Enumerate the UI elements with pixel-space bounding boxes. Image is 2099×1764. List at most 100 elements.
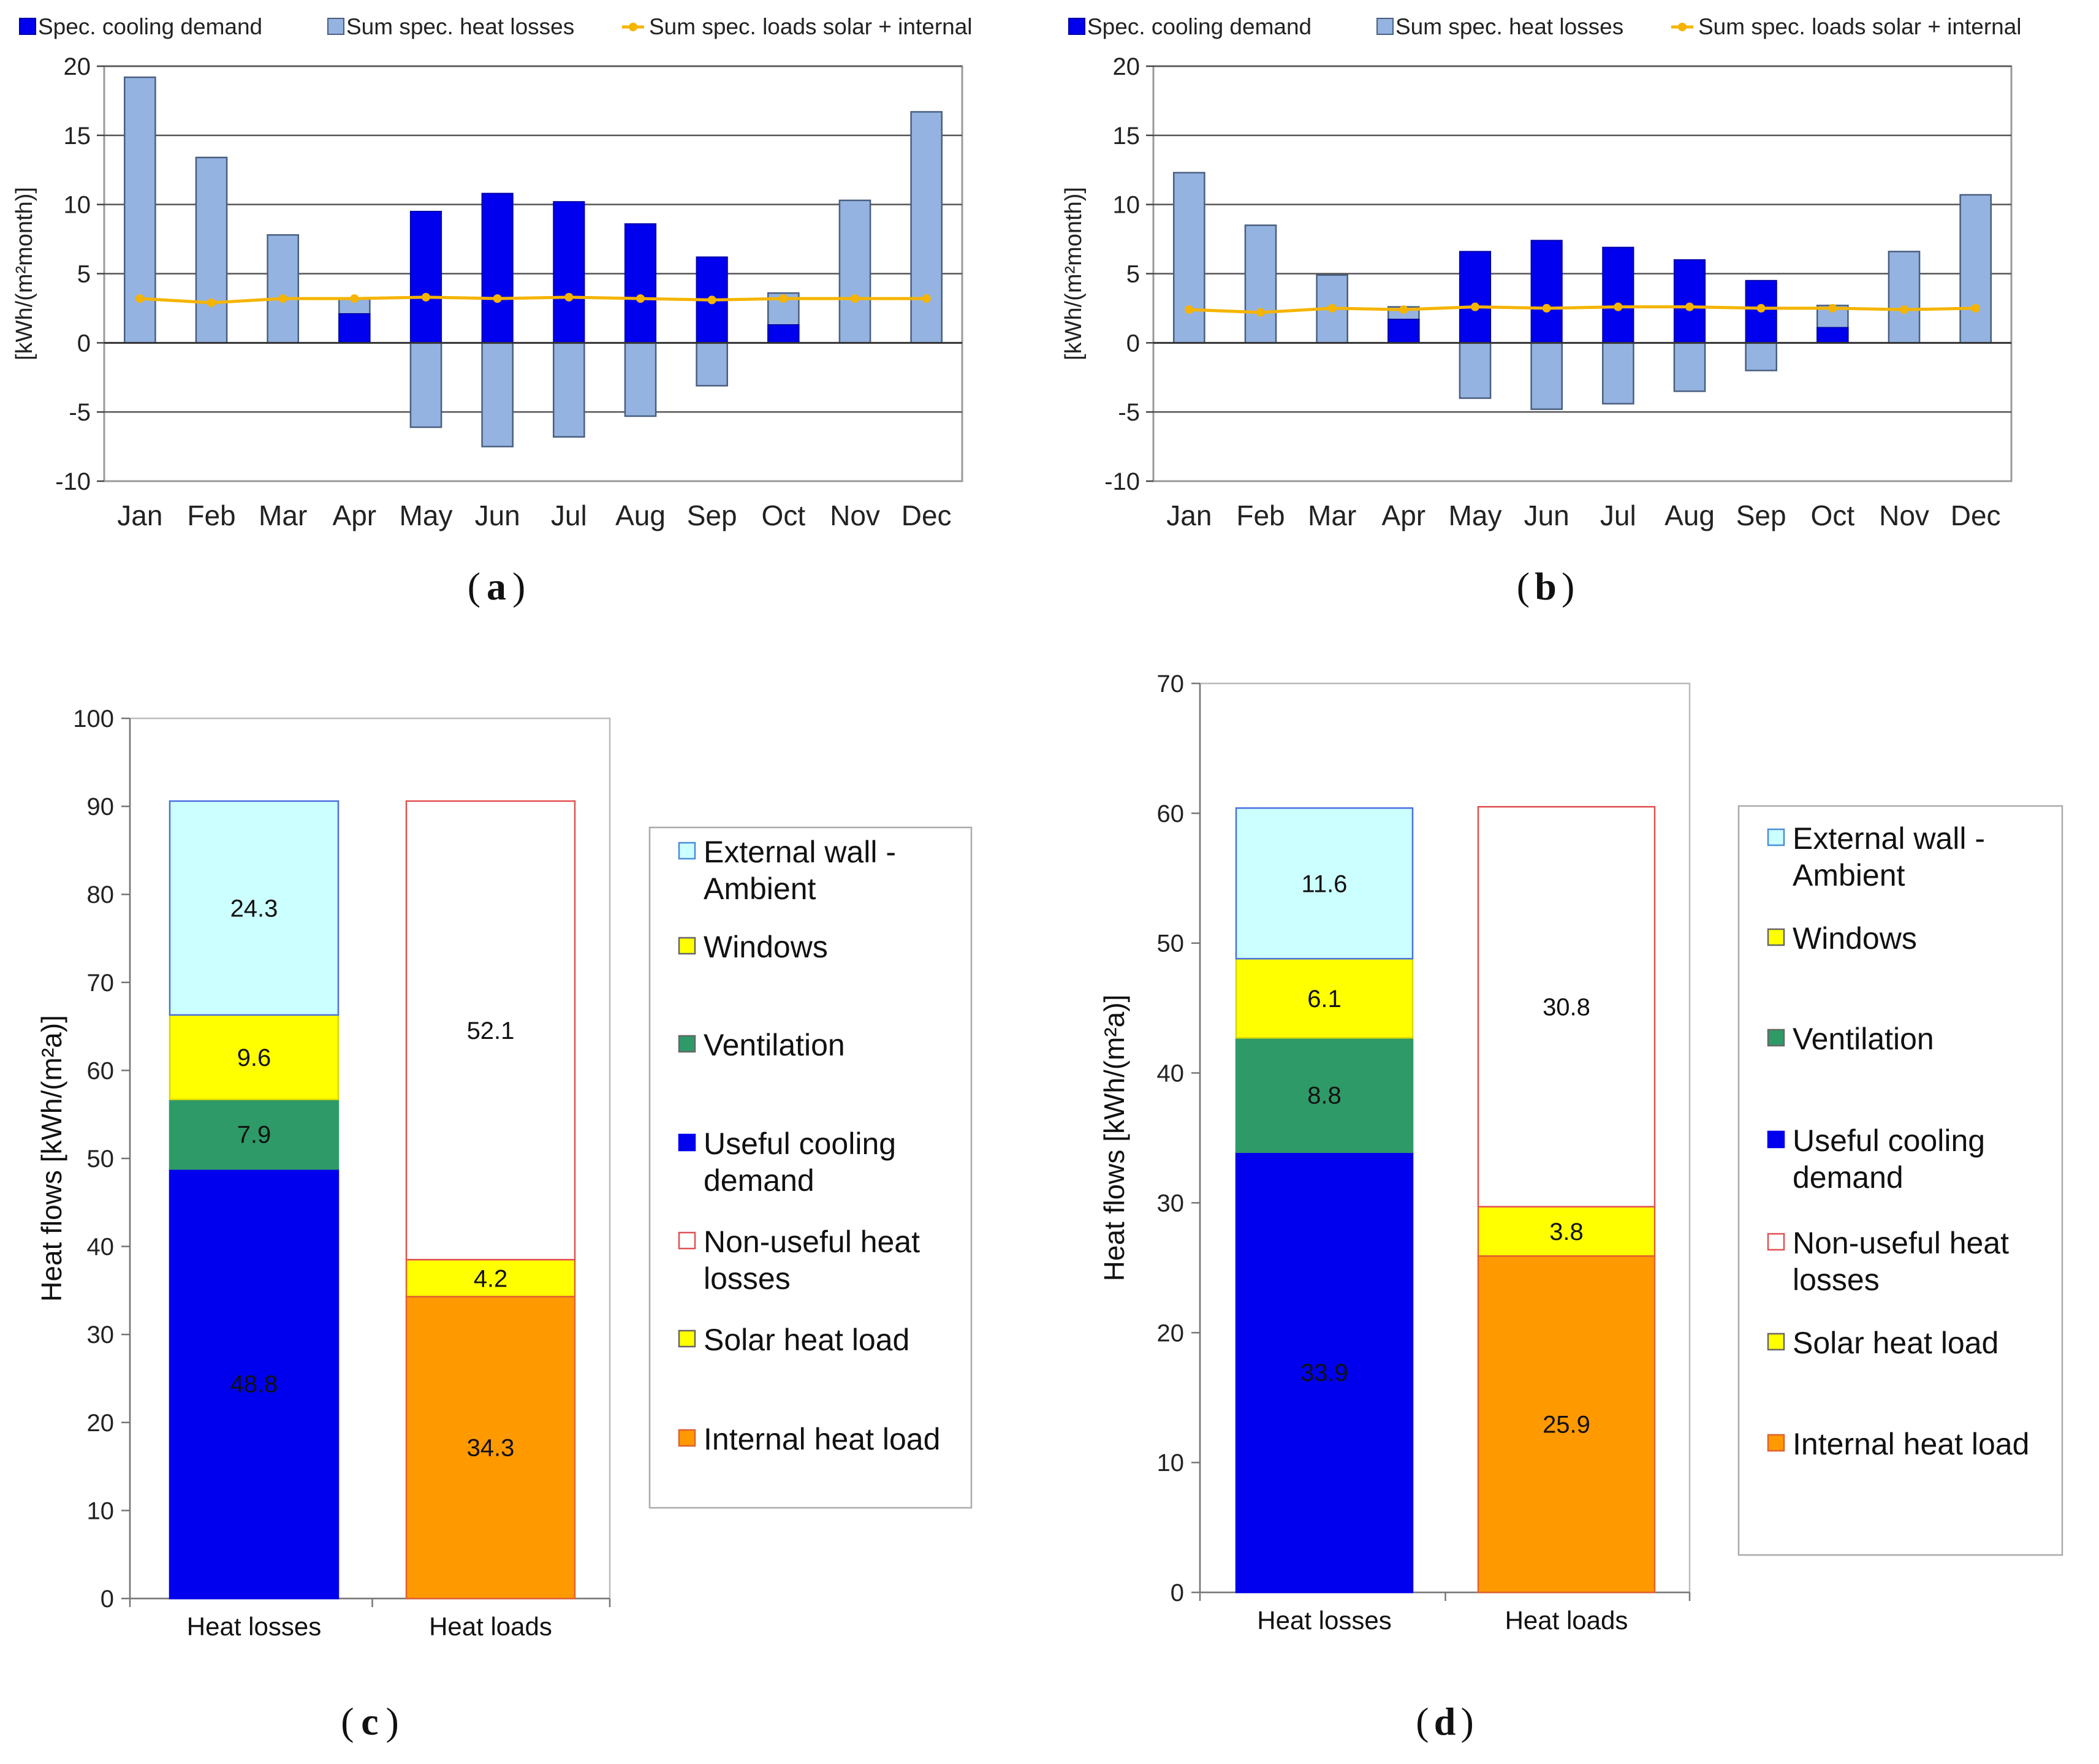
legend-label: Internal heat load [1793, 1427, 2029, 1461]
legend-swatch [1767, 828, 1785, 846]
x-tick-label: Jul [551, 500, 587, 531]
y-tick-label: -10 [1104, 468, 1140, 495]
loads-point [350, 294, 359, 303]
heat-losses-bar [1888, 251, 1921, 344]
legend-label: Windows [1793, 921, 1917, 956]
loads-point [422, 292, 430, 302]
legend-swatch [678, 937, 696, 955]
legend-label: Non-useful heat [1793, 1226, 2009, 1260]
heat-losses-bar [1244, 224, 1277, 344]
x-tick-label: Jan [1166, 500, 1212, 531]
stack-segment [169, 1098, 340, 1170]
stack-segment [1477, 1206, 1656, 1257]
cooling-demand-bar [767, 324, 800, 344]
y-tick-label: 60 [87, 1057, 115, 1084]
legend-marker [1678, 23, 1687, 31]
segment-label: 25.9 [1543, 1412, 1590, 1439]
y-tick-label: 0 [1126, 330, 1140, 357]
y-tick-label: 80 [87, 881, 115, 908]
caption-letter: b [1535, 565, 1557, 608]
legend-label: Sum spec. heat losses [1395, 14, 1623, 39]
heat-losses-bar [1673, 342, 1706, 392]
y-tick-label: 60 [1157, 800, 1185, 827]
legend-label: Internal heat load [704, 1422, 940, 1456]
y-tick-label: -5 [69, 399, 91, 426]
loads-point [707, 295, 716, 305]
loads-point [1900, 305, 1908, 314]
legend-label: Non-useful heat [704, 1225, 920, 1259]
x-tick-label: Sep [1736, 500, 1786, 531]
segment-label: 52.1 [467, 1017, 515, 1044]
y-tick-label: 10 [1157, 1450, 1185, 1477]
y-tick-label: 20 [1113, 53, 1141, 80]
x-tick-label: Heat loads [429, 1612, 552, 1641]
cooling-demand-bar [1530, 240, 1563, 344]
loads-point [1542, 303, 1551, 313]
caption-close-paren: ) [512, 565, 525, 608]
legend-label: Solar heat load [704, 1323, 909, 1357]
caption-letter: c [361, 1700, 378, 1743]
caption-letter: d [1434, 1700, 1456, 1743]
legend-label: Ventilation [704, 1028, 845, 1062]
legend-label: Spec. cooling demand [1087, 14, 1311, 39]
legend-swatch [1767, 1233, 1785, 1251]
y-tick-label: 0 [77, 330, 91, 357]
stack-segment [1235, 1151, 1414, 1594]
stack-segment [405, 800, 576, 1261]
legend-label: Sum spec. heat losses [346, 14, 574, 39]
cooling-demand-bar [1387, 318, 1420, 344]
loads-point [1471, 302, 1479, 311]
y-tick-label: 20 [87, 1410, 115, 1437]
x-tick-label: May [400, 500, 453, 531]
legend-label: Ambient [704, 872, 816, 906]
legend-label: Windows [704, 930, 828, 964]
x-tick-label: Mar [1308, 500, 1356, 531]
legend-label: Sum spec. loads solar + internal [1698, 14, 2022, 39]
x-tick-label: Oct [762, 500, 806, 531]
x-tick-label: Apr [1382, 500, 1426, 531]
y-tick-label: 5 [1126, 261, 1140, 288]
loads-point [636, 294, 645, 303]
y-tick-label: 10 [1113, 192, 1141, 219]
cooling-demand-bar [553, 201, 585, 344]
heat-losses-bar [1745, 342, 1778, 371]
caption-open-paren: ( [341, 1700, 354, 1743]
legend-label: External wall - [1793, 821, 1985, 856]
x-tick-label: Jul [1600, 500, 1636, 531]
heat-losses-bar [267, 234, 300, 344]
heat-losses-bar [195, 156, 228, 344]
segment-label: 6.1 [1307, 986, 1342, 1013]
legend-label: Spec. cooling demand [38, 14, 262, 39]
chart-c: 0 10 20 30 40 50 60 70 80 90 100 Heat flows [kWh/(m… [36, 705, 973, 1743]
y-tick-label: 70 [1157, 671, 1185, 698]
segment-label: 11.6 [1302, 870, 1348, 897]
loads-point [493, 294, 502, 303]
legend-swatch [678, 1231, 696, 1250]
loads-point [564, 292, 574, 302]
legend-swatch [1767, 1434, 1785, 1452]
legend-swatch [678, 1429, 696, 1447]
legend-label: Useful cooling [704, 1127, 896, 1161]
legend-label: Solar heat load [1793, 1326, 1998, 1360]
stack-segment [169, 800, 340, 1016]
loads-point [1756, 303, 1766, 313]
segment-label: 8.8 [1307, 1082, 1342, 1109]
loads-point [135, 294, 145, 303]
x-tick-label: Jun [1524, 500, 1570, 531]
y-tick-label: 50 [1157, 930, 1185, 957]
loads-point [1828, 303, 1837, 313]
stack-segment [405, 1296, 576, 1600]
y-axis-title: [kWh/(m²month)] [1061, 187, 1087, 360]
caption-close-paren: ) [1562, 565, 1574, 608]
legend-swatch [678, 842, 696, 860]
y-tick-label: 5 [77, 261, 91, 288]
x-tick-label: Jun [475, 500, 520, 531]
segment-label: 33.9 [1300, 1359, 1348, 1386]
y-tick-label: 20 [1157, 1320, 1185, 1347]
legend-box [648, 826, 973, 1509]
y-tick-label: 0 [1171, 1580, 1184, 1606]
loads-point [1327, 303, 1337, 313]
cooling-demand-bar [481, 192, 514, 344]
caption-open-paren: ( [1416, 1700, 1429, 1743]
x-tick-label: Jan [117, 500, 162, 531]
